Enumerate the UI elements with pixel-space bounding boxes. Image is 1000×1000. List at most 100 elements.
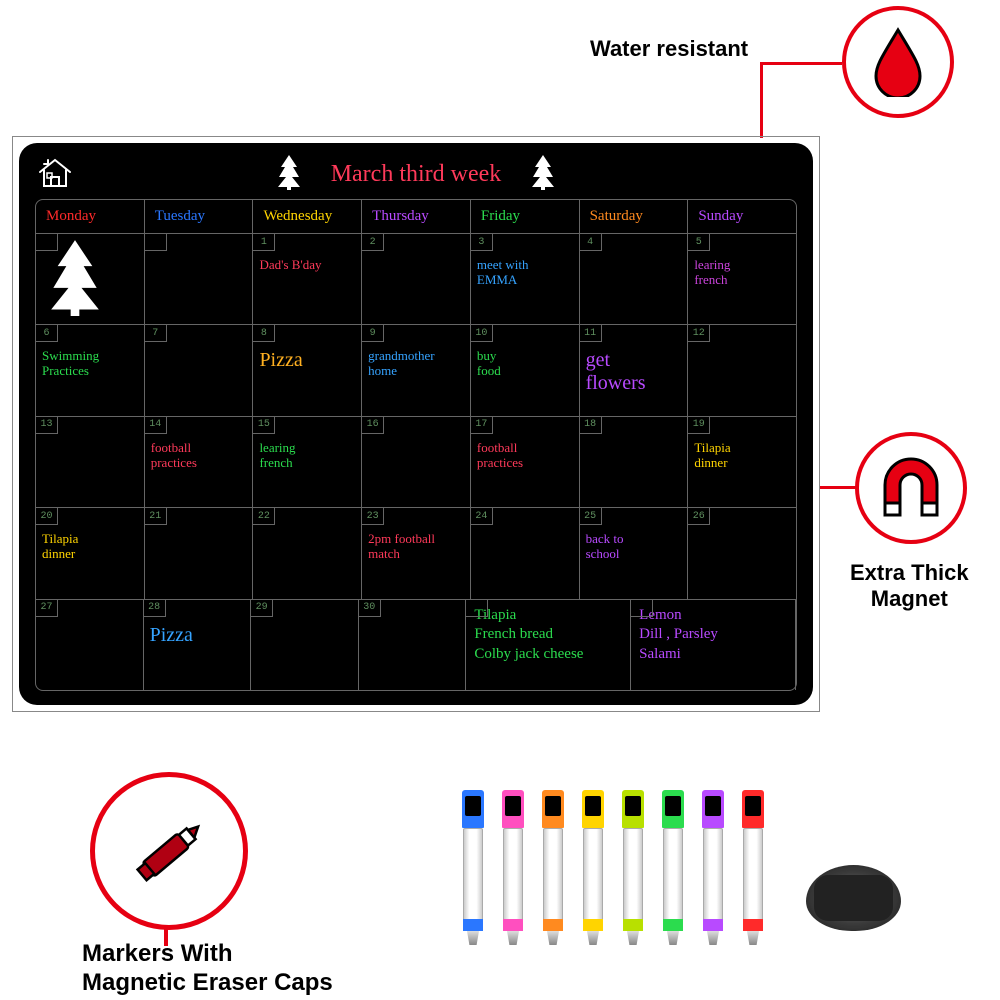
eraser [806, 865, 901, 931]
day-number: 5 [688, 234, 710, 251]
day-number: 1 [253, 234, 275, 251]
day-number: 14 [145, 417, 167, 434]
marker-pen [660, 790, 686, 945]
day-number: 23 [362, 508, 384, 525]
tree-icon [531, 154, 555, 195]
week-row: 13 14football practices15learing french16… [36, 417, 796, 508]
day-number: 19 [688, 417, 710, 434]
day-cell: 14football practices [145, 417, 254, 507]
day-number: 15 [253, 417, 275, 434]
day-cell: 232pm football match [362, 508, 471, 598]
day-cell: 6Swimming Practices [36, 325, 145, 415]
day-header: Sunday [688, 200, 796, 233]
day-number: 11 [580, 325, 602, 342]
day-number: 28 [144, 600, 166, 617]
connector-line [820, 486, 856, 489]
day-cell: 24 [471, 508, 580, 598]
day-cell: 5learing french [688, 234, 796, 324]
day-number: 27 [36, 600, 58, 617]
day-number: 30 [359, 600, 381, 617]
day-cell: 10buy food [471, 325, 580, 415]
marker-pen [700, 790, 726, 945]
day-cell: 2 [362, 234, 471, 324]
day-cell: 29 [251, 600, 359, 690]
day-number: 4 [580, 234, 602, 251]
day-cell: 25back to school [580, 508, 689, 598]
connector-line [760, 62, 763, 138]
marker-pen [460, 790, 486, 945]
tree-icon [277, 154, 301, 195]
notes-text: Tilapia French bread Colby jack cheese [474, 604, 622, 665]
day-header: Wednesday [253, 200, 362, 233]
week-row: 27 28Pizza29 30 Tilapia French bread Colby … [36, 600, 796, 690]
day-cell [36, 234, 145, 324]
day-header: Friday [471, 200, 580, 233]
magnet-icon [855, 432, 967, 544]
day-number: 26 [688, 508, 710, 525]
day-cell: 13 [36, 417, 145, 507]
week-row: 1Dad's B'day23meet with EMMA4 5learing fr… [36, 234, 796, 325]
day-cell: 21 [145, 508, 254, 598]
calendar-board: March third week MondayTuesdayWednesdayT… [12, 136, 820, 712]
day-cell: 26 [688, 508, 796, 598]
water-resistant-label: Water resistant [590, 36, 748, 62]
notes-cell: Lemon Dill , Parsley Salami [631, 600, 796, 690]
calendar-grid: MondayTuesdayWednesdayThursdayFridaySatu… [35, 199, 797, 691]
day-cell: 4 [580, 234, 689, 324]
day-cell: 3meet with EMMA [471, 234, 580, 324]
day-cell: 8Pizza [253, 325, 362, 415]
day-number: 22 [253, 508, 275, 525]
day-number: 16 [362, 417, 384, 434]
day-cell: 1Dad's B'day [253, 234, 362, 324]
day-number: 20 [36, 508, 58, 525]
day-number: 6 [36, 325, 58, 342]
markers-label: Markers With Magnetic Eraser Caps [82, 940, 333, 998]
day-number: 3 [471, 234, 493, 251]
magnet-label: Extra Thick Magnet [850, 560, 969, 612]
day-cell: 30 [359, 600, 467, 690]
day-number: 25 [580, 508, 602, 525]
day-cell: 27 [36, 600, 144, 690]
day-cell: 12 [688, 325, 796, 415]
day-cell: 11get flowers [580, 325, 689, 415]
day-header: Saturday [580, 200, 689, 233]
day-cell: 15learing french [253, 417, 362, 507]
day-cell: 20Tilapia dinner [36, 508, 145, 598]
notes-text: Lemon Dill , Parsley Salami [639, 604, 787, 665]
day-cell: 28Pizza [144, 600, 252, 690]
connector-line [760, 62, 842, 65]
markers-set [460, 790, 901, 945]
marker-pen [620, 790, 646, 945]
day-number: 12 [688, 325, 710, 342]
day-number [145, 234, 167, 251]
day-cell: 7 [145, 325, 254, 415]
day-number: 10 [471, 325, 493, 342]
marker-pen [540, 790, 566, 945]
day-number: 8 [253, 325, 275, 342]
day-cell: 18 [580, 417, 689, 507]
tree-icon [48, 238, 102, 321]
day-number: 17 [471, 417, 493, 434]
week-row: 6Swimming Practices7 8Pizza9grandmother h… [36, 325, 796, 416]
day-number: 24 [471, 508, 493, 525]
day-number: 7 [145, 325, 167, 342]
day-cell: 16 [362, 417, 471, 507]
marker-pen [580, 790, 606, 945]
day-cell: 17football practices [471, 417, 580, 507]
day-number: 29 [251, 600, 273, 617]
marker-pen [740, 790, 766, 945]
day-number: 21 [145, 508, 167, 525]
day-cell [145, 234, 254, 324]
notes-cell: Tilapia French bread Colby jack cheese [466, 600, 631, 690]
day-cell: 22 [253, 508, 362, 598]
marker-pen [500, 790, 526, 945]
day-number: 13 [36, 417, 58, 434]
board-title: March third week [331, 161, 502, 188]
day-number: 18 [580, 417, 602, 434]
day-header: Tuesday [145, 200, 254, 233]
day-cell: 9grandmother home [362, 325, 471, 415]
day-header: Monday [36, 200, 145, 233]
day-cell: 19Tilapia dinner [688, 417, 796, 507]
day-number: 9 [362, 325, 384, 342]
markers-icon [90, 772, 248, 930]
